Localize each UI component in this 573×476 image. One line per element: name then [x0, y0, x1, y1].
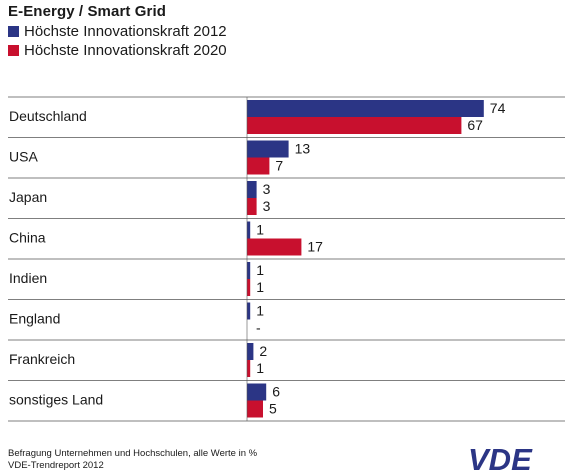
bar-2012-japan	[247, 181, 257, 198]
data-label-2020-deutschland: 67	[467, 117, 483, 133]
bar-2012-usa	[247, 140, 289, 158]
legend-label-2012: Höchste Innovationskraft 2012	[24, 23, 227, 40]
data-label-2012-sonstiges-land: 6	[272, 384, 280, 400]
data-label-2012-china: 1	[256, 222, 264, 238]
category-label-indien: Indien	[9, 270, 47, 286]
bar-2012-indien	[247, 262, 251, 279]
bar-2012-china	[247, 221, 251, 239]
bar-2020-frankreich	[247, 360, 251, 377]
data-label-2020-usa: 7	[275, 158, 283, 174]
data-label-2020-england: -	[256, 320, 261, 336]
data-label-2020-frankreich: 1	[256, 360, 264, 376]
data-label-2012-england: 1	[256, 303, 264, 319]
bar-2012-england	[247, 302, 251, 320]
legend-item-2012: Höchste Innovationskraft 2012	[8, 22, 227, 41]
data-label-2012-deutschland: 74	[490, 100, 506, 116]
category-label-japan: Japan	[9, 189, 47, 205]
category-label-usa: USA	[9, 149, 38, 165]
footnote-line-2: VDE-Trendreport 2012	[8, 460, 104, 471]
data-label-2012-usa: 13	[295, 141, 311, 157]
footnote-line-1: Befragung Unternehmen und Hochschulen, a…	[8, 448, 258, 459]
vde-logo-text: VDE	[468, 444, 533, 474]
bar-2020-japan	[247, 198, 257, 215]
legend-label-2020: Höchste Innovationskraft 2020	[24, 42, 227, 59]
footnote: Befragung Unternehmen und Hochschulen, a…	[8, 448, 257, 472]
data-label-2020-china: 17	[307, 239, 323, 255]
bar-2020-sonstiges-land	[247, 400, 263, 418]
vde-logo: VDE	[468, 444, 533, 474]
data-label-2020-sonstiges-land: 5	[269, 401, 277, 417]
category-label-england: England	[9, 311, 60, 327]
data-label-2020-japan: 3	[263, 198, 271, 214]
data-label-2012-indien: 1	[256, 262, 264, 278]
category-label-china: China	[9, 230, 46, 246]
bar-2012-sonstiges-land	[247, 383, 267, 401]
bar-chart: Deutschland 74 67 USA 13 7 Japan 33 China 1 17 Indi…	[8, 96, 565, 422]
legend-swatch-2012	[8, 26, 19, 37]
chart-title: E-Energy / Smart Grid	[8, 3, 166, 20]
legend-item-2020: Höchste Innovationskraft 2020	[8, 41, 227, 60]
legend-swatch-2020	[8, 45, 19, 56]
category-label-deutschland: Deutschland	[9, 108, 87, 124]
bar-2020-usa	[247, 157, 270, 175]
bar-2020-china	[247, 238, 302, 256]
bar-2012-deutschland	[247, 100, 484, 117]
category-label-frankreich: Frankreich	[9, 351, 75, 367]
data-label-2012-japan: 3	[263, 181, 271, 197]
category-label-sonstiges-land: sonstiges Land	[9, 392, 103, 408]
bar-2020-indien	[247, 279, 251, 296]
data-label-2020-indien: 1	[256, 279, 264, 295]
bar-2012-frankreich	[247, 343, 254, 360]
data-label-2012-frankreich: 2	[259, 343, 267, 359]
bar-2020-deutschland	[247, 117, 462, 134]
